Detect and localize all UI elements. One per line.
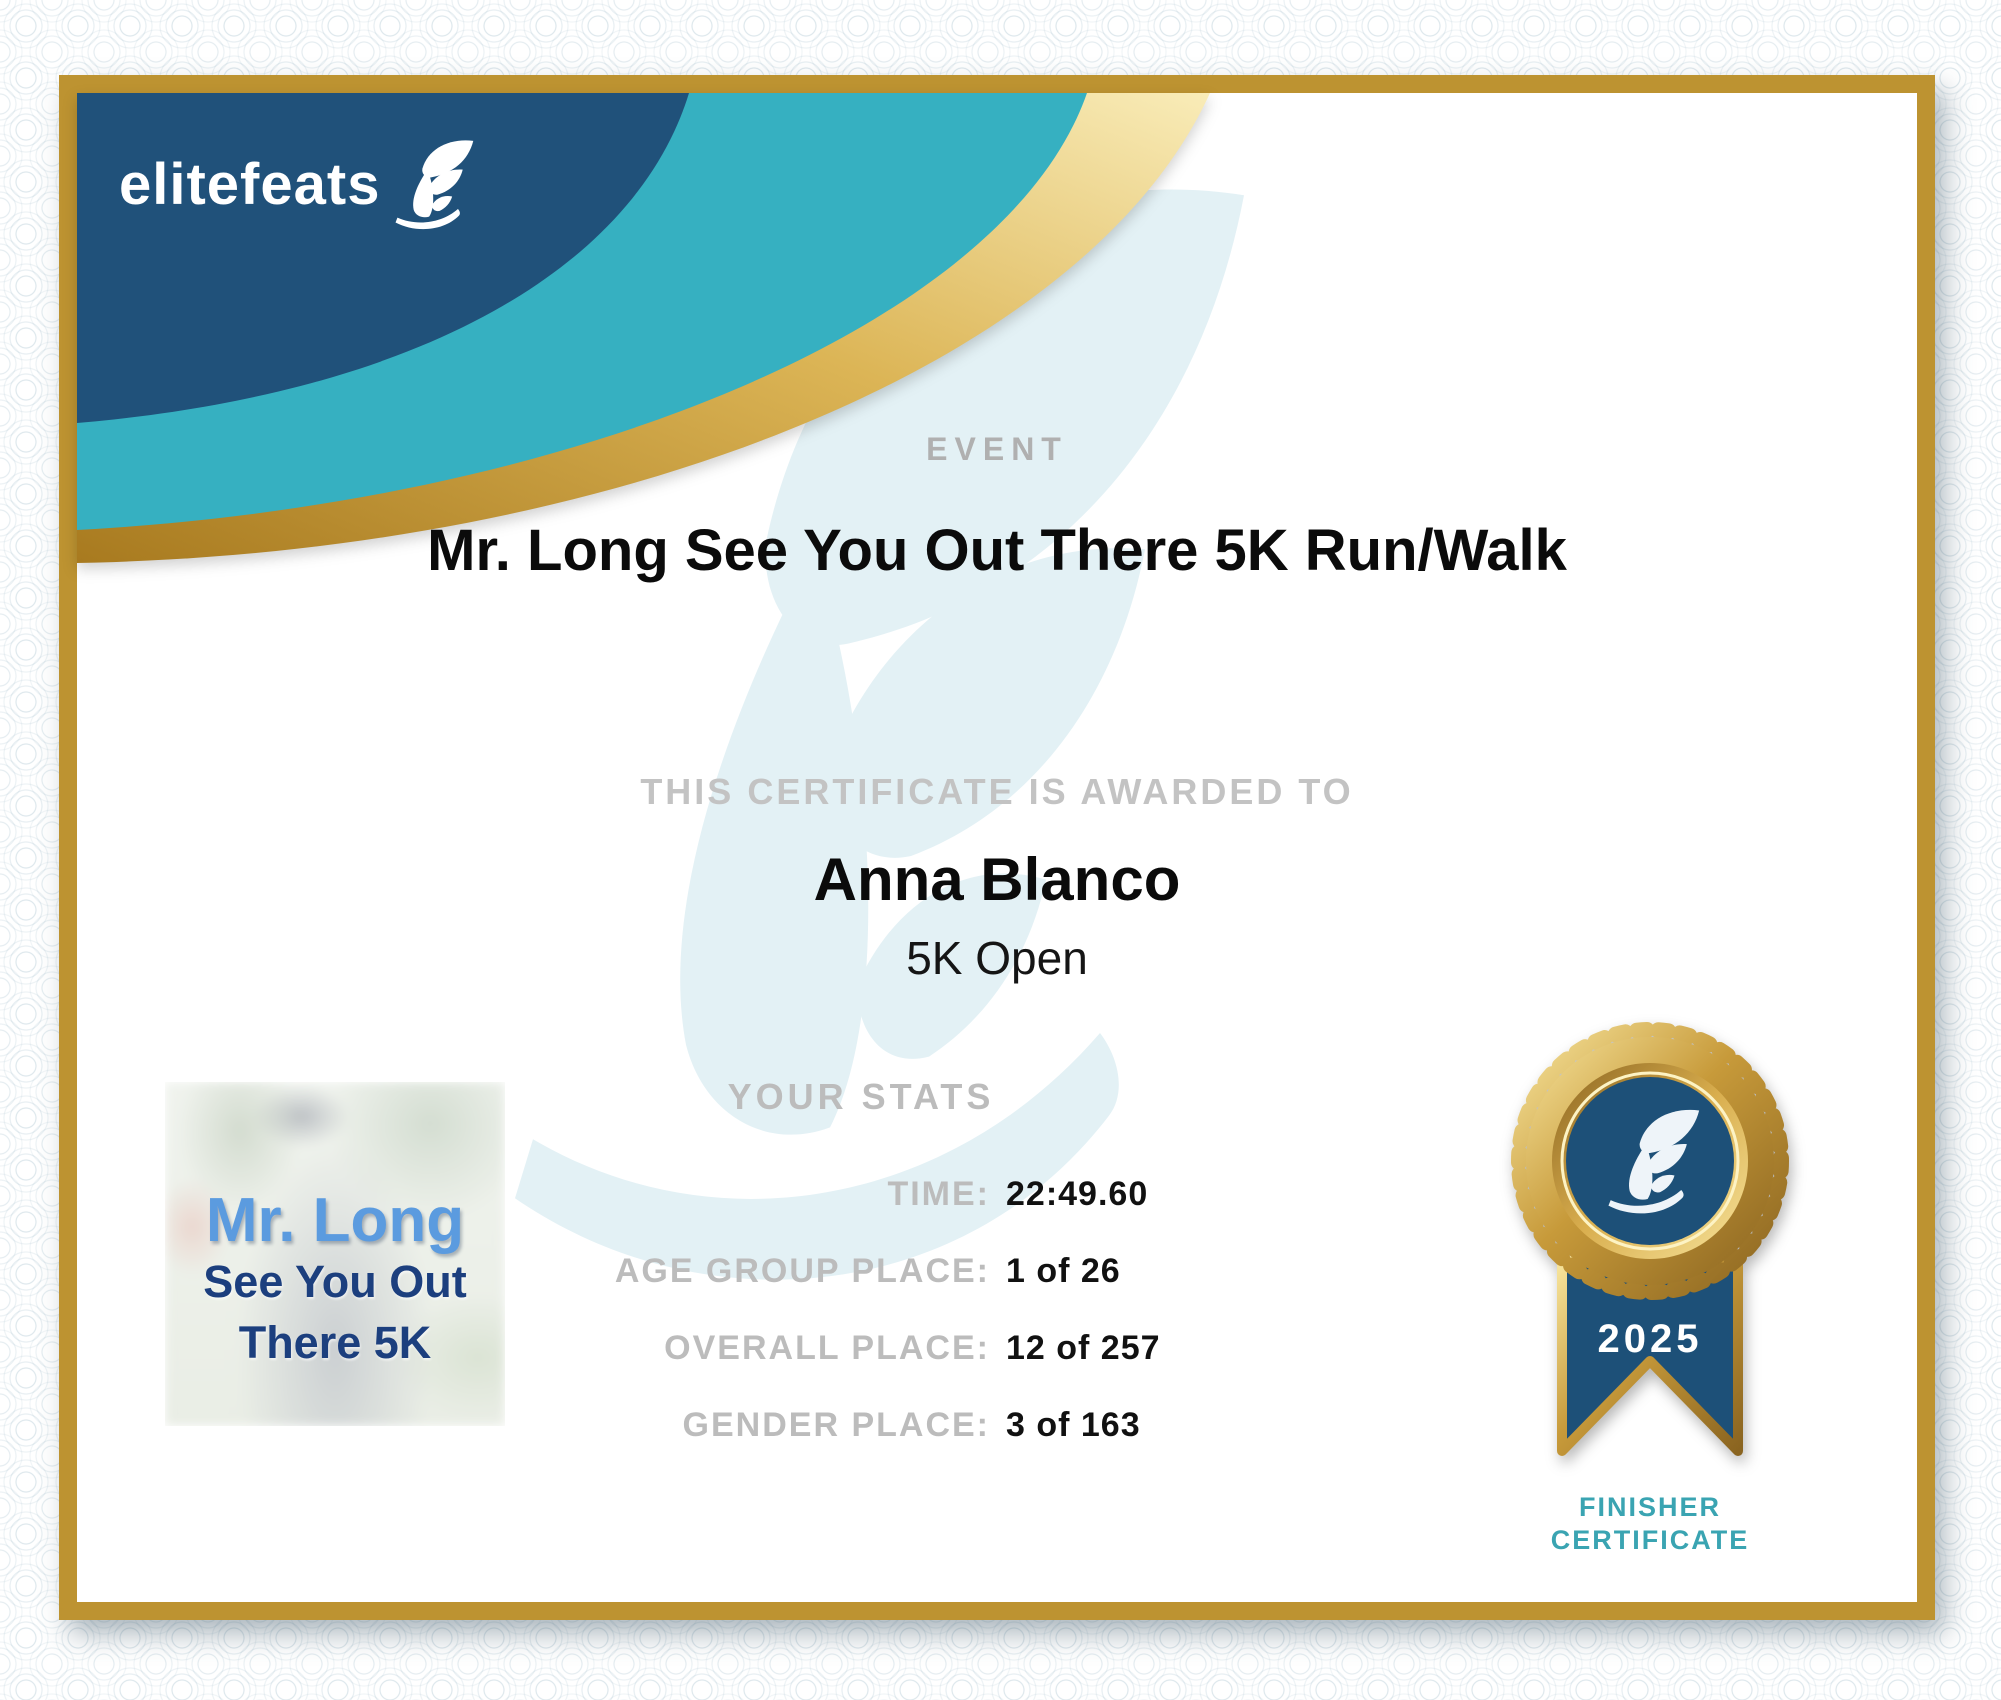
- photo-fade-overlay: [165, 1082, 505, 1426]
- finisher-medal: 2025 FINISHER CERTIFICATE: [1500, 1021, 1800, 1557]
- medal-year: 2025: [1598, 1317, 1703, 1361]
- medal-caption-line2: CERTIFICATE: [1550, 1525, 1750, 1555]
- medal-caption-line1: FINISHER: [1578, 1492, 1721, 1522]
- navy-curve: [77, 93, 689, 423]
- photo-text-block: Mr. Long See You Out There 5K: [165, 1082, 505, 1426]
- medal-caption: FINISHER CERTIFICATE: [1500, 1491, 1800, 1557]
- photo-title-line2: See You Out: [203, 1256, 467, 1308]
- photo-title-line3: There 5K: [238, 1317, 432, 1368]
- stat-value: 1 of 26: [1006, 1252, 1121, 1290]
- event-name: Mr. Long See You Out There 5K Run/Walk: [427, 518, 1567, 583]
- medal-graphic: 2025: [1511, 1022, 1789, 1456]
- stat-label: GENDER PLACE:: [682, 1406, 990, 1444]
- medal-scallop-ring: [1511, 1022, 1789, 1300]
- stat-value: 12 of 257: [1006, 1329, 1161, 1367]
- division-name: 5K Open: [906, 932, 1088, 984]
- brand-logo-text: elitefeats: [119, 152, 381, 217]
- event-label: EVENT: [926, 431, 1068, 467]
- stat-row-gender-place: GENDER PLACE: 3 of 163: [277, 1387, 1517, 1464]
- awarded-label: THIS CERTIFICATE IS AWARDED TO: [640, 771, 1354, 812]
- brand-logo: elitefeats: [119, 151, 480, 247]
- winged-foot-icon: [384, 137, 480, 233]
- stat-value: 22:49.60: [1006, 1175, 1149, 1213]
- recipient-name: Anna Blanco: [813, 846, 1181, 913]
- stat-value: 3 of 163: [1006, 1406, 1141, 1444]
- certificate: elitefeats EVENT Mr. Long See You Out Th…: [59, 75, 1935, 1620]
- stat-label: OVERALL PLACE:: [664, 1329, 990, 1367]
- stat-row-overall-place: OVERALL PLACE: 12 of 257: [277, 1310, 1517, 1387]
- photo-title-line1: Mr. Long: [205, 1186, 465, 1256]
- event-logo-photo: Mr. Long See You Out There 5K: [165, 1082, 505, 1426]
